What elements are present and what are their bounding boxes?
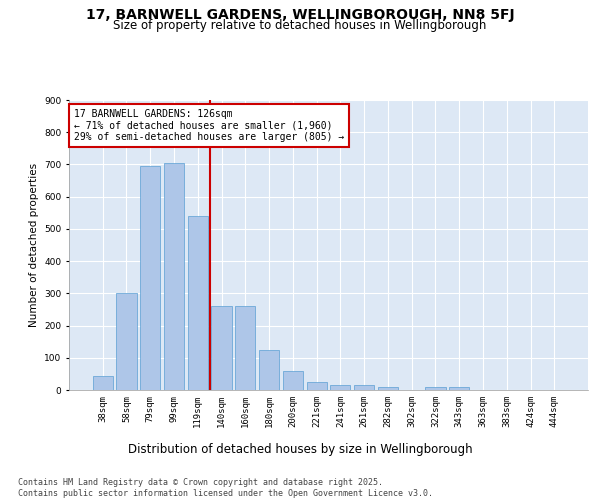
Bar [354,385,374,390]
Text: Size of property relative to detached houses in Wellingborough: Size of property relative to detached ho… [113,19,487,32]
Text: Contains HM Land Registry data © Crown copyright and database right 2025.
Contai: Contains HM Land Registry data © Crown c… [18,478,433,498]
Bar [116,294,137,390]
Text: Distribution of detached houses by size in Wellingborough: Distribution of detached houses by size … [128,442,472,456]
Bar [449,388,469,390]
Bar [307,382,327,390]
Y-axis label: Number of detached properties: Number of detached properties [29,163,38,327]
Bar [330,385,350,390]
Bar [92,376,113,390]
Bar [425,387,446,390]
Bar [283,370,303,390]
Text: 17, BARNWELL GARDENS, WELLINGBOROUGH, NN8 5FJ: 17, BARNWELL GARDENS, WELLINGBOROUGH, NN… [86,8,514,22]
Bar [140,166,160,390]
Text: 17 BARNWELL GARDENS: 126sqm
← 71% of detached houses are smaller (1,960)
29% of : 17 BARNWELL GARDENS: 126sqm ← 71% of det… [74,108,344,142]
Bar [211,306,232,390]
Bar [164,163,184,390]
Bar [378,388,398,390]
Bar [259,350,279,390]
Bar [235,306,256,390]
Bar [188,216,208,390]
